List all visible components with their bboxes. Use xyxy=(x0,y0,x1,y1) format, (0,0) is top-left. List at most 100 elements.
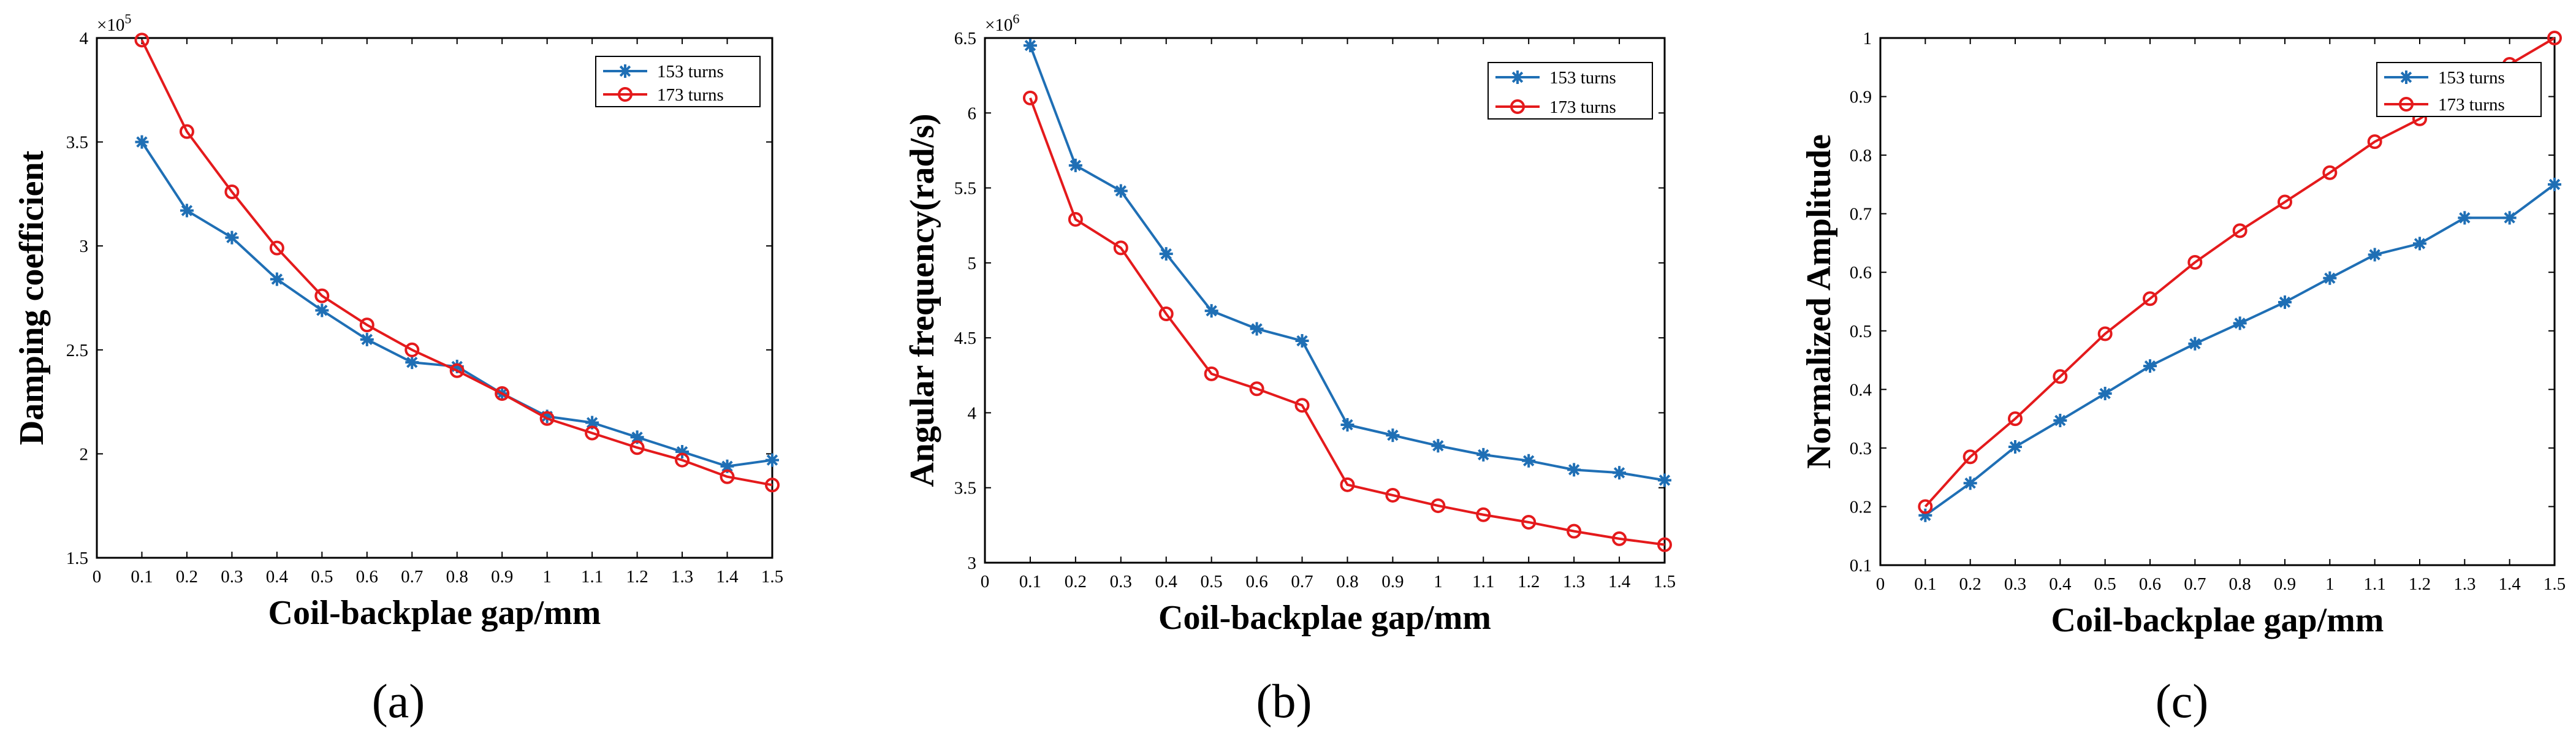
data-point xyxy=(1567,463,1581,477)
x-tick-label: 1.5 xyxy=(1654,572,1676,592)
data-point xyxy=(2278,194,2292,210)
data-point xyxy=(2502,211,2517,225)
data-point xyxy=(1963,476,1977,490)
data-point xyxy=(2368,248,2382,262)
data-point xyxy=(360,332,374,346)
x-tick-label: 0.6 xyxy=(2139,574,2161,594)
data-point xyxy=(1295,334,1309,348)
x-tick-label: 0.7 xyxy=(401,567,423,587)
data-point xyxy=(585,425,600,441)
y-tick-label: 0.2 xyxy=(1850,497,1872,517)
data-point xyxy=(1476,507,1491,522)
data-point xyxy=(1250,322,1264,336)
data-point xyxy=(540,409,554,424)
data-point xyxy=(450,359,464,373)
data-point xyxy=(2278,295,2292,309)
data-point xyxy=(1522,454,1536,468)
data-point xyxy=(2097,326,2113,341)
x-tick-label: 1 xyxy=(1434,572,1443,592)
y-tick-label: 3.5 xyxy=(66,133,88,153)
x-tick-label: 0.4 xyxy=(1155,572,1178,592)
x-tick-label: 0.8 xyxy=(446,567,468,587)
legend-label: 153 turns xyxy=(657,62,724,82)
legend-label: 173 turns xyxy=(657,85,724,105)
data-point xyxy=(1340,417,1354,432)
x-tick-label: 1.1 xyxy=(1472,572,1494,592)
data-point xyxy=(629,440,645,455)
x-tick-label: 1.3 xyxy=(671,567,693,587)
x-tick-label: 0.3 xyxy=(1110,572,1132,592)
x-tick-label: 0.8 xyxy=(1336,572,1358,592)
x-tick-label: 1.5 xyxy=(2544,574,2566,594)
y-tick-label: 0.6 xyxy=(1850,263,1872,283)
legend: 153 turns 173 turns xyxy=(2376,62,2542,117)
x-tick-label: 0.4 xyxy=(2049,574,2072,594)
x-tick-label: 0.1 xyxy=(1914,574,1936,594)
data-point xyxy=(495,386,510,401)
x-tick-label: 1.5 xyxy=(761,567,783,587)
y-tick-label: 0.7 xyxy=(1850,205,1872,224)
data-point xyxy=(720,459,734,473)
plot-area xyxy=(1879,37,2556,566)
legend-marker xyxy=(618,64,632,78)
x-tick-label: 0.3 xyxy=(2004,574,2026,594)
y-exponent-power: 6 xyxy=(1013,11,1019,26)
data-point xyxy=(179,124,194,139)
data-point xyxy=(2098,387,2112,401)
data-point xyxy=(1158,306,1174,322)
data-point xyxy=(2548,177,2561,191)
data-point xyxy=(675,445,690,459)
x-tick-label: 0.5 xyxy=(1201,572,1223,592)
data-point xyxy=(1521,514,1537,530)
x-tick-label: 1.2 xyxy=(626,567,648,587)
y-tick-label: 2 xyxy=(80,444,89,464)
x-tick-label: 0.9 xyxy=(2274,574,2296,594)
data-point xyxy=(405,356,419,370)
data-point xyxy=(2323,271,2337,285)
data-point xyxy=(1340,477,1355,492)
x-tick-label: 0.1 xyxy=(131,567,153,587)
y-tick-label: 3 xyxy=(80,237,89,256)
x-tick-label: 1.1 xyxy=(2364,574,2386,594)
x-tick-label: 1.4 xyxy=(2499,574,2521,594)
data-point xyxy=(1023,39,1037,53)
y-axis-label: Angular frequency(rad/s) xyxy=(903,113,941,487)
y-tick-label: 0.4 xyxy=(1850,380,1872,400)
data-point xyxy=(2322,165,2338,180)
y-exponent-power: 5 xyxy=(124,11,131,26)
x-tick-label: 0.7 xyxy=(1291,572,1313,592)
data-point xyxy=(2233,316,2247,330)
data-point xyxy=(1476,447,1491,462)
legend-label: 153 turns xyxy=(2438,68,2505,88)
x-tick-label: 0 xyxy=(981,572,990,592)
data-point xyxy=(180,204,194,218)
data-point xyxy=(1294,398,1310,413)
data-point xyxy=(1068,158,1082,172)
data-point xyxy=(2143,359,2157,373)
data-point xyxy=(1430,498,1446,514)
data-point xyxy=(765,477,780,493)
y-tick-label: 2.5 xyxy=(66,341,88,360)
data-point xyxy=(270,272,284,286)
data-point xyxy=(675,452,690,468)
y-axis-label: Damping coefficient xyxy=(13,150,51,445)
data-point xyxy=(1385,487,1400,503)
x-tick-label: 0.4 xyxy=(266,567,289,587)
data-point xyxy=(314,288,330,303)
x-tick-label: 1.3 xyxy=(2453,574,2475,594)
y-tick-label: 1.5 xyxy=(66,549,88,568)
data-point xyxy=(2232,223,2247,238)
y-tick-label: 0.5 xyxy=(1850,322,1872,341)
data-point xyxy=(224,184,240,200)
data-point xyxy=(1022,90,1038,105)
y-tick-label: 3 xyxy=(968,554,977,573)
legend-label: 153 turns xyxy=(1549,68,1616,88)
data-point xyxy=(134,32,150,48)
x-tick-label: 0.6 xyxy=(1245,572,1267,592)
data-point xyxy=(449,363,465,378)
data-point xyxy=(1249,381,1264,397)
data-point xyxy=(1613,466,1627,480)
chart-panel-2: 0 0.1 0.2 0.3 0.4 0.5 0.6 0.7 0.8 0.9 1 1.1 1.2 1.3 1.… xyxy=(903,11,1676,728)
data-point xyxy=(539,411,555,426)
